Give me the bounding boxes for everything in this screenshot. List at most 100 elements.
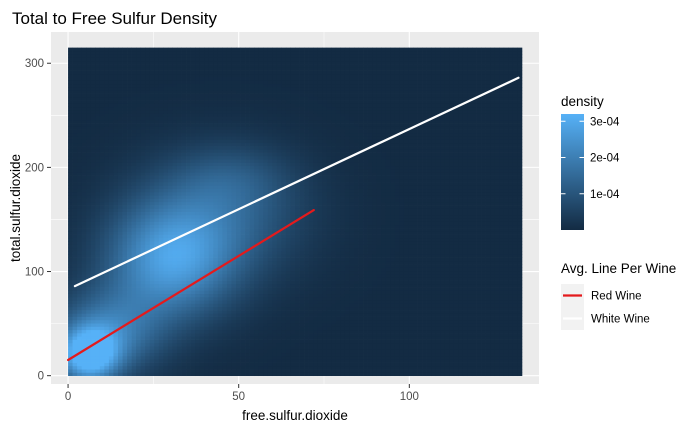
density-tile [199, 155, 205, 160]
density-tile [131, 352, 137, 357]
density-tile [254, 293, 260, 298]
density-tile [245, 277, 250, 281]
density-tile [254, 123, 260, 127]
density-tile [68, 208, 73, 212]
density-tile [122, 365, 128, 370]
density-tile [136, 228, 142, 232]
density-tile [86, 201, 92, 206]
density-tile [68, 80, 73, 85]
density-tile [195, 287, 201, 291]
density-tile [90, 172, 96, 176]
density-tile [245, 313, 250, 317]
density-tile [131, 296, 137, 301]
density-tile [154, 224, 160, 229]
density-tile [127, 247, 132, 252]
density-tile [140, 96, 146, 101]
density-tile [195, 100, 201, 104]
density-tile [204, 73, 210, 78]
density-tile [195, 260, 201, 265]
density-tile [258, 77, 264, 81]
density-tile [186, 96, 191, 101]
density-tile [281, 280, 287, 285]
density-tile [117, 296, 123, 301]
density-tile [99, 211, 105, 216]
density-tile [68, 342, 73, 347]
density-tile [136, 198, 142, 203]
density-tile [77, 228, 83, 232]
density-tile [195, 313, 201, 317]
density-tile [172, 83, 178, 88]
density-tile [254, 365, 260, 370]
density-tile [217, 178, 223, 183]
density-tile [131, 270, 137, 275]
density-tile [208, 316, 214, 321]
density-tile [236, 116, 241, 121]
density-tile [122, 224, 128, 229]
density-tile [145, 369, 151, 373]
density-tile [127, 290, 132, 295]
density-tile [190, 155, 196, 160]
density-tile [81, 205, 87, 209]
density-tile [131, 198, 137, 203]
density-tile [263, 126, 269, 130]
density-tile [176, 228, 182, 232]
density-tile [72, 355, 78, 360]
density-tile [176, 57, 182, 62]
density-tile [249, 100, 255, 104]
density-tile [108, 277, 114, 281]
density-tile [131, 119, 137, 124]
density-tile [254, 165, 260, 170]
density-tile [163, 267, 169, 272]
density-tile [108, 228, 114, 232]
density-tile [68, 113, 73, 117]
density-tile [199, 372, 205, 377]
density-tile [245, 352, 250, 357]
density-tile [158, 306, 164, 311]
density-tile [136, 132, 142, 137]
density-tile [72, 316, 78, 321]
density-tile [272, 54, 278, 58]
density-tile [167, 234, 173, 239]
density-tile [254, 109, 260, 114]
density-tile [263, 146, 269, 150]
density-tile [108, 77, 114, 81]
density-tile [217, 155, 223, 160]
density-tile [136, 280, 142, 285]
density-tile [158, 352, 164, 357]
density-tile [113, 100, 119, 104]
density-tile [222, 77, 228, 81]
density-tile [99, 182, 105, 186]
density-tile [104, 254, 110, 258]
density-tile [199, 349, 205, 354]
density-tile [226, 270, 232, 275]
density-tile [86, 293, 92, 298]
density-tile [204, 47, 210, 52]
density-tile [86, 323, 92, 327]
density-tile [204, 146, 210, 150]
density-tile [199, 323, 205, 327]
density-tile [136, 339, 142, 344]
density-tile [149, 303, 155, 308]
density-tile [195, 201, 201, 206]
density-tile [240, 277, 246, 281]
density-tile [213, 224, 219, 229]
density-tile [190, 287, 196, 291]
density-tile [281, 264, 287, 268]
density-tile [281, 267, 287, 272]
density-tile [99, 323, 105, 327]
density-tile [258, 50, 264, 55]
density-tile [249, 103, 255, 108]
density-tile [199, 342, 205, 347]
density-tile [113, 362, 119, 367]
density-tile [81, 326, 87, 331]
density-tile [181, 90, 187, 94]
density-tile [245, 182, 250, 186]
density-tile [231, 67, 237, 71]
density-tile [186, 93, 191, 98]
density-tile [99, 54, 105, 58]
density-tile [290, 372, 296, 377]
density-tile [72, 244, 78, 249]
density-tile [226, 329, 232, 334]
density-tile [176, 109, 182, 114]
density-tile [95, 352, 101, 357]
